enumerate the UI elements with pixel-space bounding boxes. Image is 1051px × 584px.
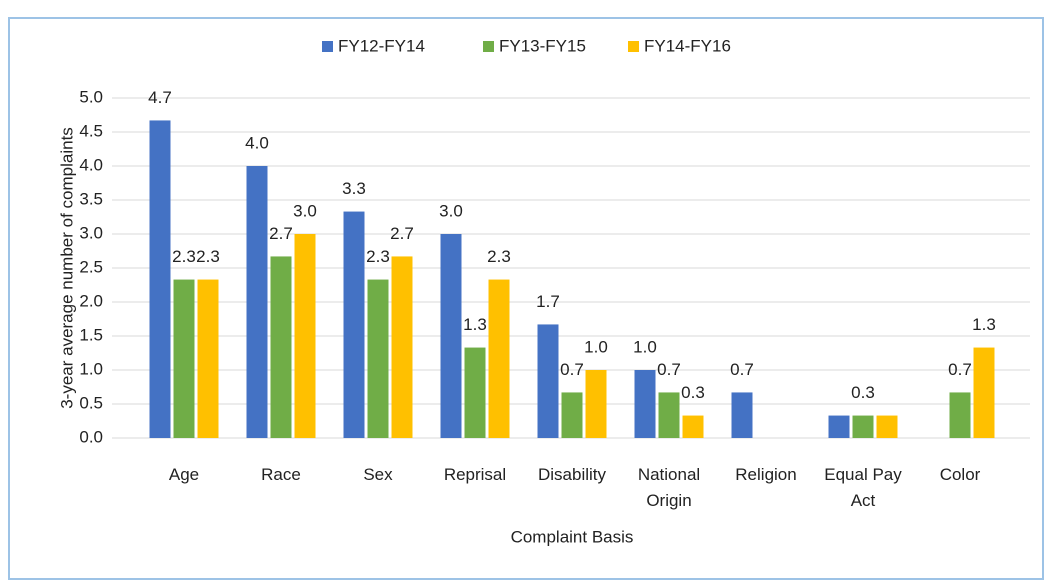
legend-swatch	[322, 41, 333, 52]
bar	[731, 392, 753, 438]
bar	[440, 234, 462, 438]
legend-swatch	[483, 41, 494, 52]
bar	[246, 166, 268, 438]
legend-swatch	[628, 41, 639, 52]
data-label: 0.7	[560, 360, 584, 379]
y-tick-label: 3.0	[79, 223, 103, 242]
data-label: 4.0	[245, 133, 269, 152]
data-label: 0.3	[851, 383, 875, 402]
bar	[149, 120, 171, 438]
x-tick-label: Religion	[735, 465, 797, 484]
bar	[658, 392, 680, 438]
y-tick-label: 1.5	[79, 325, 103, 344]
data-label: 2.7	[390, 224, 414, 243]
data-label: 0.7	[948, 360, 972, 379]
y-tick-label: 2.0	[79, 291, 103, 310]
x-tick-label: Equal Pay Act	[824, 465, 902, 510]
data-label: 1.3	[972, 315, 996, 334]
y-tick-label: 4.5	[79, 121, 103, 140]
bar	[464, 347, 486, 438]
bar	[561, 392, 583, 438]
data-label: 4.7	[148, 88, 172, 107]
legend-label: FY13-FY15	[499, 36, 586, 55]
bar	[828, 415, 850, 438]
data-label: 1.0	[633, 337, 657, 356]
bar	[488, 279, 510, 438]
bar	[294, 234, 316, 438]
bar	[949, 392, 971, 438]
y-axis-title: 3-year average number of complaints	[57, 127, 76, 409]
data-label: 3.0	[439, 201, 463, 220]
bar	[852, 415, 874, 438]
x-tick-label: Color	[939, 465, 981, 484]
data-label: 1.3	[463, 315, 487, 334]
y-tick-label: 4.0	[79, 155, 103, 174]
x-tick-label: Race	[261, 465, 301, 484]
bar	[876, 415, 898, 438]
data-label: 3.3	[342, 179, 366, 198]
bar	[343, 211, 365, 438]
data-label: 2.3	[366, 247, 390, 266]
y-tick-label: 5.0	[79, 87, 103, 106]
data-label: 1.0	[584, 337, 608, 356]
legend-label: FY12-FY14	[338, 36, 425, 55]
x-tick-label: National Origin	[637, 465, 701, 510]
y-tick-label: 3.5	[79, 189, 103, 208]
data-label: 2.3	[196, 247, 220, 266]
bar	[173, 279, 195, 438]
x-axis-title: Complaint Basis	[511, 527, 634, 546]
bar	[197, 279, 219, 438]
bar	[585, 370, 607, 438]
y-tick-label: 1.0	[79, 359, 103, 378]
bar	[682, 415, 704, 438]
x-tick-label: Disability	[537, 465, 607, 484]
data-label: 0.3	[681, 383, 705, 402]
x-tick-label: Reprisal	[443, 465, 507, 484]
x-tick-label: Age	[168, 465, 200, 484]
bar	[634, 370, 656, 438]
bar	[973, 347, 995, 438]
y-tick-label: 0.0	[79, 427, 103, 446]
y-tick-label: 2.5	[79, 257, 103, 276]
data-label: 2.3	[172, 247, 196, 266]
bar	[367, 279, 389, 438]
data-label: 2.3	[487, 247, 511, 266]
bar	[391, 256, 413, 438]
bar	[270, 256, 292, 438]
data-label: 2.7	[269, 224, 293, 243]
data-label: 3.0	[293, 201, 317, 220]
data-label: 0.7	[730, 360, 754, 379]
legend-label: FY14-FY16	[644, 36, 731, 55]
data-label: 0.7	[657, 360, 681, 379]
bar	[537, 324, 559, 438]
data-label: 1.7	[536, 292, 560, 311]
x-tick-label: Sex	[363, 465, 393, 484]
y-tick-label: 0.5	[79, 393, 103, 412]
